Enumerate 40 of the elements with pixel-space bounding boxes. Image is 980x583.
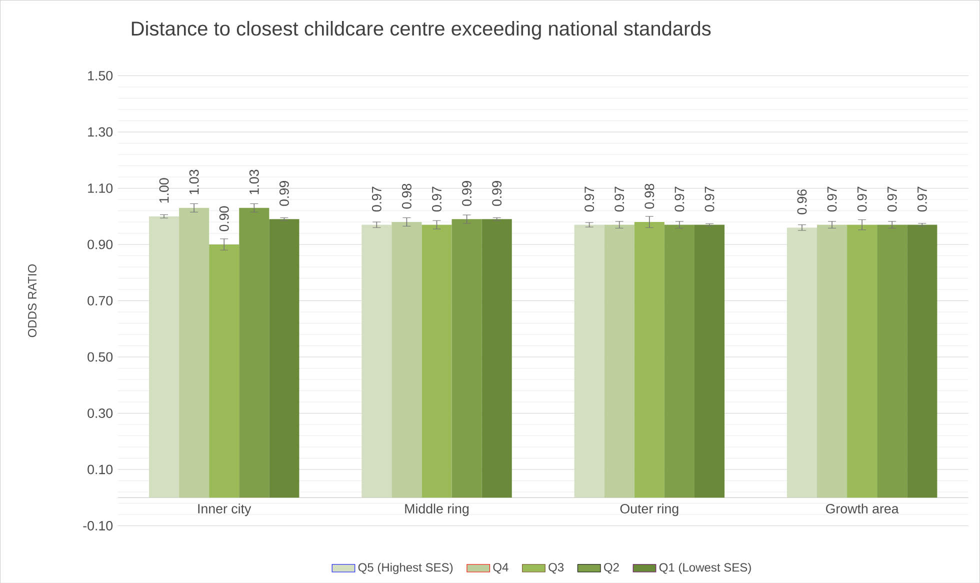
- data-label: 0.96: [797, 189, 807, 214]
- data-label: 0.97: [887, 186, 897, 212]
- data-label: 0.99: [279, 180, 289, 206]
- data-label: 1.03: [249, 170, 259, 194]
- y-tick-label: 1.30: [88, 127, 113, 136]
- data-label: 0.97: [827, 186, 837, 212]
- y-tick-label: 0.90: [88, 240, 113, 249]
- data-label: 0.99: [462, 180, 472, 206]
- y-tick-label: 1.50: [88, 70, 113, 80]
- y-tick-label: 0.50: [88, 352, 113, 362]
- legend-label: Q1 (Lowest SES): [659, 562, 751, 574]
- legend-label: Q3: [548, 562, 564, 574]
- data-label: 0.90: [219, 206, 229, 232]
- y-tick-label: 1.10: [88, 183, 113, 193]
- data-label: 0.97: [704, 186, 714, 212]
- data-label: 0.97: [857, 186, 867, 212]
- y-tick-label: -0.10: [83, 520, 113, 530]
- data-label: 0.97: [614, 186, 624, 212]
- x-tick-label: Middle ring: [405, 503, 469, 516]
- data-label: 0.97: [432, 186, 442, 212]
- y-axis-title: ODDS RATIO: [28, 264, 37, 337]
- data-label: 0.98: [402, 184, 412, 209]
- legend-label: Q5 (Highest SES): [358, 562, 453, 574]
- data-label: 0.97: [674, 186, 684, 212]
- data-label: 1.00: [159, 178, 169, 202]
- data-label: 0.97: [584, 186, 594, 212]
- y-tick-label: 0.70: [88, 296, 113, 306]
- y-tick-label: 0.10: [88, 464, 113, 474]
- data-label: 0.97: [917, 186, 927, 212]
- x-tick-label: Growth area: [826, 503, 899, 514]
- legend-label: Q2: [604, 562, 619, 574]
- x-tick-label: Inner city: [198, 503, 252, 516]
- data-label: 0.97: [372, 186, 382, 212]
- legend-label: Q4: [493, 562, 508, 574]
- data-label: 1.03: [189, 170, 199, 194]
- x-tick-label: Outer ring: [620, 503, 678, 516]
- data-label: 0.98: [644, 184, 654, 209]
- data-label: 0.99: [492, 180, 502, 206]
- chart-title: Distance to closest childcare centre exceeding national standards: [132, 20, 711, 40]
- y-tick-label: 0.30: [88, 408, 113, 418]
